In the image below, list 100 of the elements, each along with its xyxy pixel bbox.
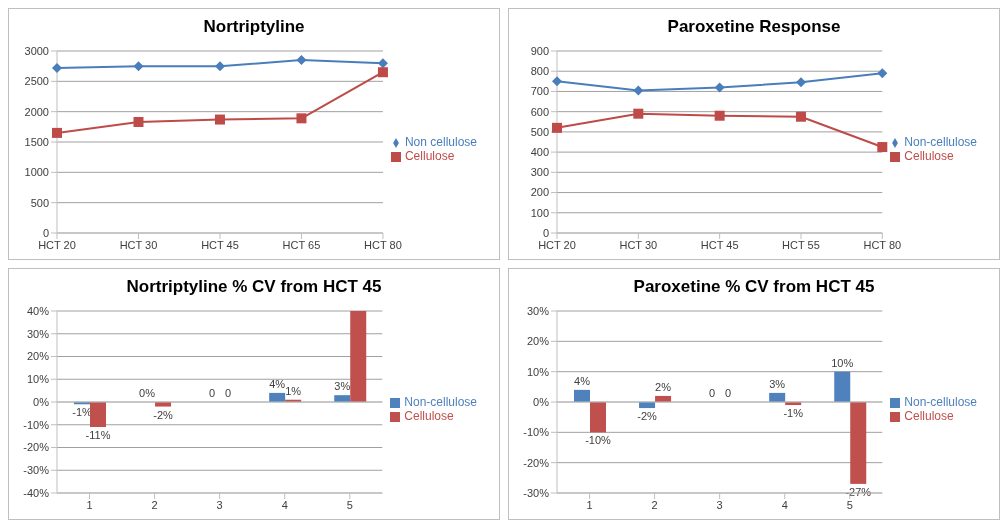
data-label: 0 <box>725 387 732 399</box>
bar <box>590 402 606 433</box>
bar <box>90 402 106 428</box>
x-tick-label: 3 <box>216 498 223 511</box>
point <box>133 116 144 127</box>
x-tick-label: 5 <box>846 498 853 511</box>
x-tick-label: 2 <box>151 498 158 511</box>
point <box>52 127 62 138</box>
x-tick-label: HCT 30 <box>119 238 158 251</box>
x-tick-label: HCT 20 <box>38 238 76 251</box>
legend-label: Non cellulose <box>404 135 477 149</box>
point <box>377 67 388 78</box>
legend-label: Non-cellulose <box>904 395 977 409</box>
point <box>795 77 806 88</box>
point <box>377 58 388 69</box>
legend-label: Cellulose <box>404 409 454 423</box>
point <box>795 111 806 122</box>
data-label: -11% <box>85 429 111 442</box>
x-tick-label: 5 <box>346 498 353 511</box>
data-label: -1% <box>783 407 804 420</box>
x-tick-label: 1 <box>586 498 593 511</box>
x-tick-label: HCT 20 <box>538 238 576 251</box>
y-tick-label: 10% <box>26 373 50 386</box>
point <box>633 108 644 119</box>
data-label: 1% <box>285 384 302 397</box>
y-tick-label: 600 <box>530 105 549 118</box>
x-tick-label: 3 <box>716 498 723 511</box>
y-tick-label: -30% <box>23 464 50 477</box>
y-tick-label: 500 <box>30 196 49 209</box>
x-tick-label: HCT 30 <box>619 238 658 251</box>
legend-label: Cellulose <box>904 149 954 163</box>
y-tick-label: 700 <box>530 85 549 98</box>
y-tick-label: 20% <box>26 350 50 363</box>
bar <box>850 402 867 484</box>
bar <box>834 371 851 402</box>
point <box>214 114 225 125</box>
y-tick-label: 100 <box>530 206 549 219</box>
legend-label: Non-cellulose <box>404 395 477 409</box>
legend-label: Cellulose <box>404 149 455 163</box>
data-label: -2% <box>153 408 174 421</box>
x-tick-label: HCT 80 <box>364 238 402 251</box>
data-label: -27% <box>845 485 872 498</box>
y-tick-label: 20% <box>526 335 550 348</box>
data-label: 3% <box>769 377 786 390</box>
point <box>633 85 644 96</box>
data-label: 0 <box>709 387 716 399</box>
y-tick-label: 900 <box>530 44 549 57</box>
y-tick-label: 200 <box>530 186 549 199</box>
y-tick-label: 800 <box>530 65 549 78</box>
x-tick-label: 4 <box>781 498 788 511</box>
point <box>214 61 225 72</box>
bar <box>574 389 590 402</box>
x-tick-label: 4 <box>281 498 288 511</box>
y-tick-label: 1000 <box>24 166 49 179</box>
y-tick-label: -40% <box>23 486 50 499</box>
point <box>714 110 725 121</box>
x-tick-label: 2 <box>651 498 658 511</box>
data-label: 3% <box>334 380 351 393</box>
point <box>714 82 725 93</box>
data-label: 0 <box>225 387 232 399</box>
y-tick-label: -30% <box>523 486 550 499</box>
data-label: -10% <box>585 434 612 447</box>
y-tick-label: -20% <box>523 456 550 469</box>
chart-title: Nortriptyline <box>202 16 306 38</box>
y-tick-label: 2500 <box>24 75 49 88</box>
point <box>877 68 888 79</box>
y-tick-label: 0 <box>542 226 549 239</box>
y-tick-label: 0 <box>42 226 49 239</box>
bar <box>350 311 367 402</box>
x-tick-label: HCT 45 <box>700 238 739 251</box>
y-tick-label: 3000 <box>24 44 49 57</box>
y-tick-label: 400 <box>530 146 549 159</box>
point <box>296 55 307 66</box>
y-tick-label: 300 <box>530 166 549 179</box>
x-tick-label: HCT 45 <box>201 238 239 251</box>
x-tick-label: HCT 80 <box>863 238 902 251</box>
x-tick-label: 1 <box>86 498 93 511</box>
legend-label: Non-cellulose <box>904 135 977 149</box>
y-tick-label: 10% <box>526 365 550 378</box>
data-label: 10% <box>831 356 854 369</box>
data-label: 4% <box>269 377 286 390</box>
chart-title: Paroxetine Response <box>666 16 842 38</box>
data-label: 2% <box>655 380 672 393</box>
y-tick-label: 30% <box>26 327 50 340</box>
legend-label: Cellulose <box>904 409 954 423</box>
data-label: 4% <box>574 374 591 387</box>
y-tick-label: -20% <box>23 441 50 454</box>
y-tick-label: 0% <box>33 395 50 408</box>
point <box>552 76 562 87</box>
y-tick-label: 40% <box>26 304 50 317</box>
point <box>296 113 307 124</box>
y-tick-label: -10% <box>23 418 50 431</box>
point <box>52 62 62 73</box>
y-tick-label: -10% <box>523 426 550 439</box>
y-tick-label: 1500 <box>24 135 49 148</box>
point <box>133 61 144 72</box>
y-tick-label: 30% <box>526 304 550 317</box>
y-tick-label: 500 <box>530 125 549 138</box>
data-label: 0% <box>139 387 156 399</box>
x-tick-label: HCT 55 <box>782 238 820 251</box>
